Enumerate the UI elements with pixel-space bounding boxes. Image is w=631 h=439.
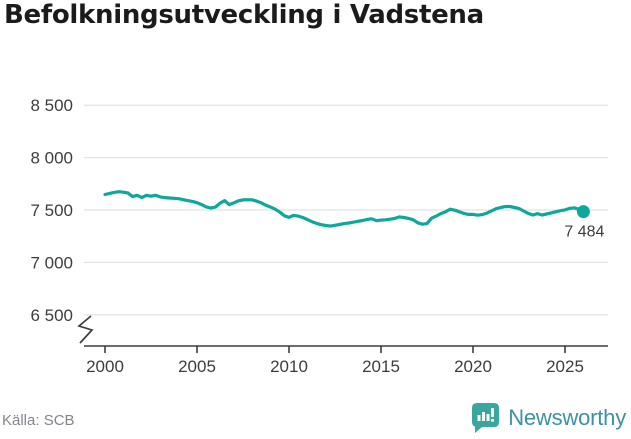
x-axis-tick-label: 2005 — [178, 357, 216, 376]
x-axis-tick-label: 2010 — [270, 357, 308, 376]
last-point-marker — [576, 205, 590, 219]
population-series-line — [103, 190, 586, 228]
y-axis-tick-label: 7 500 — [30, 201, 73, 220]
last-point-value-label: 7 484 — [564, 224, 604, 241]
axis-break-icon — [77, 315, 94, 344]
x-axis-tick-label: 2000 — [86, 357, 124, 376]
x-axis-tick-label: 2020 — [454, 357, 492, 376]
newsworthy-chart-bubble-icon — [472, 403, 500, 433]
page-title: Befolkningsutveckling i Vadstena — [4, 0, 484, 30]
source-note: Källa: SCB — [2, 412, 75, 429]
bubble-shape — [472, 403, 500, 433]
x-axis-tick-label: 2025 — [546, 357, 584, 376]
brand-name: Newsworthy — [508, 404, 626, 430]
y-axis-tick-label: 8 000 — [30, 149, 73, 168]
y-axis-tick-label: 6 500 — [30, 306, 73, 325]
brand-footer: Newsworthy — [471, 402, 626, 433]
y-axis-tick-label: 8 500 — [30, 96, 73, 115]
y-axis-tick-label: 7 000 — [30, 253, 73, 272]
x-axis-tick-label: 2015 — [362, 357, 400, 376]
